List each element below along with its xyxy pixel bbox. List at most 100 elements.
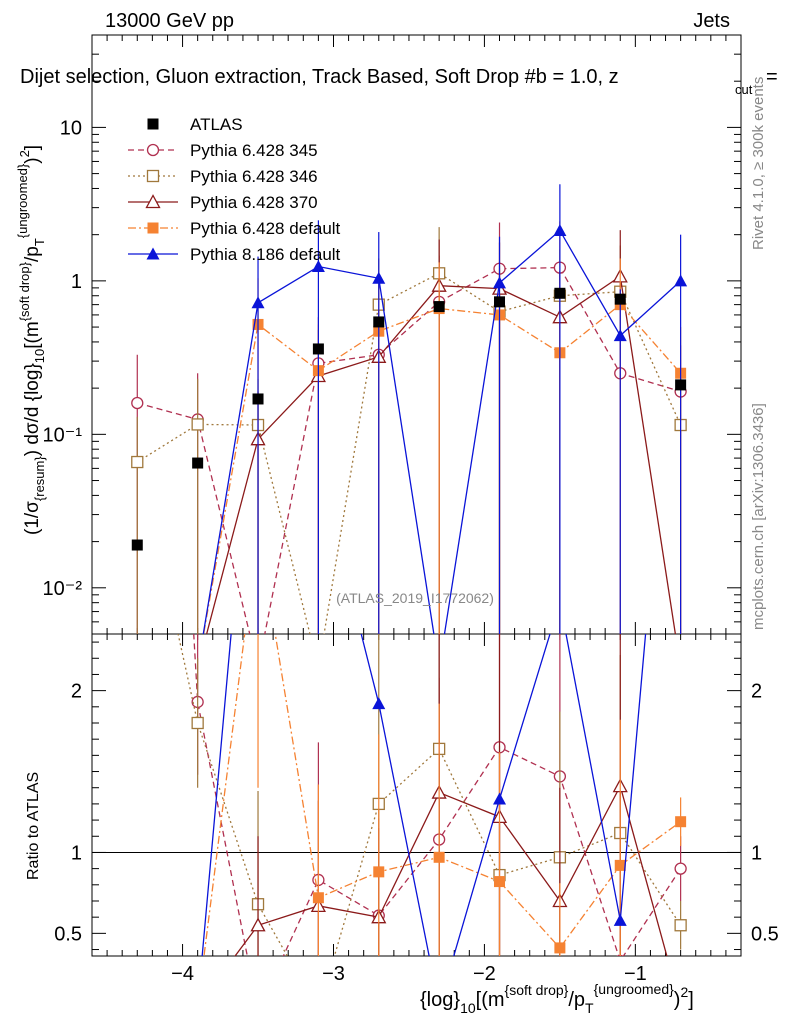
mcplots-label: mcplots.cern.ch [arXiv:1306.3436] — [750, 403, 767, 630]
legend-label: Pythia 6.428 370 — [190, 193, 318, 212]
legend-marker — [147, 118, 159, 130]
data-point — [131, 662, 144, 674]
legend-label: Pythia 8.186 default — [190, 245, 341, 264]
data-point — [372, 697, 386, 710]
data-point — [131, 1000, 144, 1012]
series-p8 — [131, 184, 688, 674]
series-p370 — [131, 230, 677, 674]
series-line — [137, 266, 681, 634]
ratio-plot-area — [92, 634, 741, 1017]
y-tick-label: 0.5 — [54, 923, 82, 945]
data-point — [493, 792, 507, 805]
series-line — [203, 634, 682, 956]
data-point — [131, 396, 144, 410]
legend-item-ATLAS: ATLAS — [147, 115, 243, 134]
x-tick-label: −1 — [624, 963, 647, 985]
data-point — [613, 329, 627, 342]
data-point — [131, 539, 143, 551]
plot-title-sub: cut — [735, 82, 753, 97]
y-tick-label: 2 — [71, 681, 82, 703]
legend-marker — [145, 194, 161, 209]
series-line — [177, 634, 682, 956]
data-point — [131, 662, 144, 674]
series-line — [205, 275, 677, 634]
ratio-series-p370 — [131, 634, 668, 1012]
legend: ATLAS Pythia 6.428 345 Pythia 6.428 346 Pyt… — [128, 115, 341, 264]
series-p346 — [131, 227, 687, 674]
legend-item-p8: Pythia 8.186 default — [128, 245, 341, 264]
data-point — [191, 418, 204, 431]
plot-title-text: Dijet selection, Gluon extraction, Track… — [20, 66, 619, 88]
legend-label: Pythia 6.428 default — [190, 219, 341, 238]
y-axis-label-main: (1/σ{resum}) dσ/d {log}10[(m{soft drop}/… — [15, 145, 47, 535]
data-point — [494, 296, 506, 308]
y-tick-label: 10⁻¹ — [43, 424, 83, 446]
data-point — [675, 816, 687, 828]
ratio-panel-frame — [91, 633, 742, 957]
data-point — [191, 1000, 204, 1012]
analysis-watermark: (ATLAS_2019_I1772062) — [336, 590, 494, 606]
legend-marker — [146, 169, 160, 183]
data-point — [675, 379, 687, 391]
y-tick-label: 10 — [60, 117, 82, 139]
series-line — [202, 229, 682, 634]
data-point — [191, 1000, 204, 1012]
data-point — [433, 851, 445, 863]
data-point — [251, 296, 265, 309]
plot-title-tail: = — [766, 66, 778, 88]
plot-title: Dijet selection, Gluon extraction, Track… — [20, 66, 778, 97]
data-point — [250, 917, 266, 932]
data-point — [674, 919, 687, 932]
y-axis-label-ratio: Ratio to ATLAS — [25, 772, 42, 880]
y-tick-label: 1 — [751, 842, 762, 864]
data-point — [132, 663, 143, 674]
y-tick-label: 1 — [71, 271, 82, 293]
data-point — [252, 393, 264, 405]
data-point — [131, 1000, 144, 1012]
data-point — [373, 866, 385, 878]
legend-marker — [146, 247, 160, 260]
y-tick-label: 10⁻² — [43, 578, 83, 600]
legend-label: Pythia 6.428 345 — [190, 141, 318, 160]
legend-marker — [146, 143, 160, 157]
data-point — [373, 316, 385, 328]
data-point — [674, 862, 687, 875]
x-tick-label: −4 — [171, 963, 194, 985]
data-point — [554, 287, 566, 299]
legend-marker — [147, 222, 159, 234]
data-point — [674, 274, 688, 287]
data-point — [253, 1006, 264, 1017]
data-point — [312, 892, 324, 904]
series-ATLAS — [131, 287, 687, 551]
legend-item-p345: Pythia 6.428 345 — [128, 141, 318, 160]
data-point — [312, 343, 324, 355]
x-axis-label: {log}10[(m{soft drop}/pT{ungroomed})2] — [420, 981, 694, 1016]
data-point — [493, 276, 507, 289]
rivet-label: Rivet 4.1.0, ≥ 300k events — [750, 77, 767, 250]
header-right: Jets — [693, 10, 730, 32]
data-point — [554, 942, 566, 954]
series-line — [201, 634, 647, 956]
svg-text:{log}10[(m{soft drop}/pT{ungro: {log}10[(m{soft drop}/pT{ungroomed})2] — [420, 981, 694, 1016]
data-point — [372, 271, 386, 284]
series-line — [136, 272, 682, 634]
ratio-series-p8 — [131, 634, 647, 1012]
series-line — [202, 303, 682, 634]
data-point — [313, 663, 324, 674]
legend-item-p370: Pythia 6.428 370 — [128, 193, 318, 212]
data-point — [191, 716, 204, 730]
y-tick-label: 2 — [751, 681, 762, 703]
data-point — [131, 455, 144, 469]
data-point — [192, 1001, 203, 1012]
data-point — [132, 1001, 143, 1012]
data-point — [494, 876, 506, 888]
legend-item-p346: Pythia 6.428 346 — [128, 167, 318, 186]
ratio-series-p346 — [177, 634, 687, 1017]
svg-text:(1/σ{resum}) dσ/d {log}10[(m{s: (1/σ{resum}) dσ/d {log}10[(m{soft drop}/… — [15, 145, 47, 535]
data-point — [614, 859, 626, 871]
data-point — [553, 223, 567, 236]
data-point — [311, 260, 325, 273]
data-point — [313, 1006, 324, 1017]
legend-label: ATLAS — [190, 115, 243, 134]
